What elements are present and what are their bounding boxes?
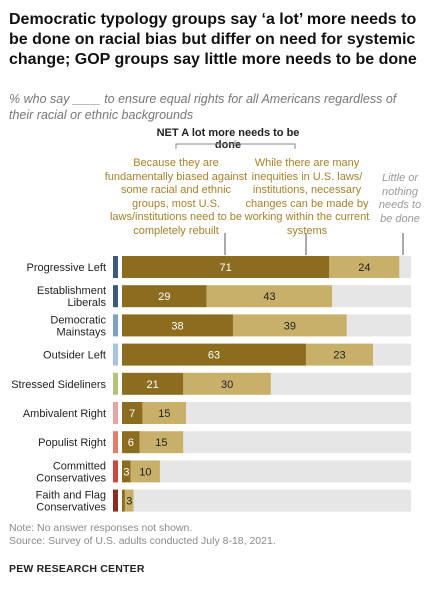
bar-value-label: 63 [208, 350, 220, 362]
bar-segment [346, 314, 412, 337]
bar-value-label: 29 [158, 291, 170, 303]
bar-value-label: 43 [263, 291, 275, 303]
legend-little-label: Little or nothing needs to be done [378, 172, 422, 225]
category-label: Democratic Mainstays [50, 314, 106, 338]
group-color-marker [113, 431, 118, 454]
bar-segment [142, 402, 187, 424]
bar-value-label: 39 [284, 320, 296, 332]
group-color-marker [113, 460, 118, 483]
group-color-marker [113, 343, 118, 366]
category-label: Committed Conservatives [36, 460, 106, 484]
bar-value-label: 38 [171, 320, 183, 332]
bar-segment [332, 285, 412, 308]
bar-value-label: 15 [158, 408, 170, 420]
bar-value-label: 15 [155, 437, 167, 449]
bar-segment [329, 256, 400, 278]
bar-segment [183, 372, 271, 395]
bar-segment [186, 402, 412, 424]
bar-value-label: 6 [128, 437, 134, 449]
bar-segment [206, 285, 333, 308]
footer-org: PEW RESEARCH CENTER [9, 563, 145, 575]
bar-value-label: 71 [220, 262, 232, 274]
chart-subtitle: % who say ____ to ensure equal rights fo… [9, 92, 397, 122]
bar-segment [122, 460, 131, 483]
net-bracket [175, 140, 296, 149]
group-color-marker [113, 489, 118, 512]
category-label: Outsider Left [43, 350, 106, 362]
group-color-marker [113, 314, 118, 337]
bar-segment [270, 372, 412, 395]
bar-segment [122, 489, 125, 512]
bar-segment [122, 402, 143, 424]
group-color-marker [113, 256, 118, 278]
bar-segment [232, 314, 347, 337]
bar-value-label: 10 [139, 466, 151, 478]
footer-note: Note: No answer responses not shown. [9, 522, 193, 534]
bar-value-label: 7 [129, 408, 135, 420]
chart-title: Democratic typology groups say ‘a lot’ m… [9, 11, 417, 68]
bar-segment [373, 343, 412, 366]
bar-value-label: 21 [147, 379, 159, 391]
bar-value-label: 3 [126, 496, 132, 508]
bar-segment [305, 343, 374, 366]
legend-leader-lines [224, 233, 404, 255]
bars-group: Progressive Left 71 24 Establishment Liberal… [11, 256, 412, 514]
category-label: Ambivalent Right [23, 408, 106, 420]
footer-source: Source: Survey of U.S. adults conducted … [9, 535, 276, 547]
bar-segment [122, 285, 207, 308]
bar-value-label: 3 [123, 466, 129, 478]
legend-rebuilt-label: Because they are fundamentally biased ag… [104, 157, 248, 237]
bar-segment [122, 256, 330, 278]
bar-value-label: 30 [221, 379, 233, 391]
bar-segment [133, 489, 412, 512]
bar-value-label: 23 [333, 350, 345, 362]
bar-segment [130, 460, 160, 483]
category-label: Progressive Left [27, 262, 106, 274]
category-label: Faith and Flag Conservatives [36, 490, 107, 514]
bar-segment [122, 314, 233, 337]
bar-segment [183, 431, 412, 454]
bar-segment [139, 431, 184, 454]
category-label: Populist Right [38, 437, 106, 449]
group-color-marker [113, 402, 118, 424]
legend-within-label: While there are many inequities in U.S. … [244, 157, 370, 237]
category-label: Stressed Sideliners [11, 379, 106, 391]
bar-segment [399, 256, 412, 278]
bar-segment [159, 460, 412, 483]
bar-value-label: 24 [358, 262, 370, 274]
group-color-marker [113, 285, 118, 308]
bar-segment [122, 431, 140, 454]
category-label: Establishment Liberals [37, 285, 107, 309]
bar-segment [122, 343, 306, 366]
bar-segment [122, 372, 184, 395]
group-color-marker [113, 372, 118, 395]
bar-segment [124, 489, 134, 512]
